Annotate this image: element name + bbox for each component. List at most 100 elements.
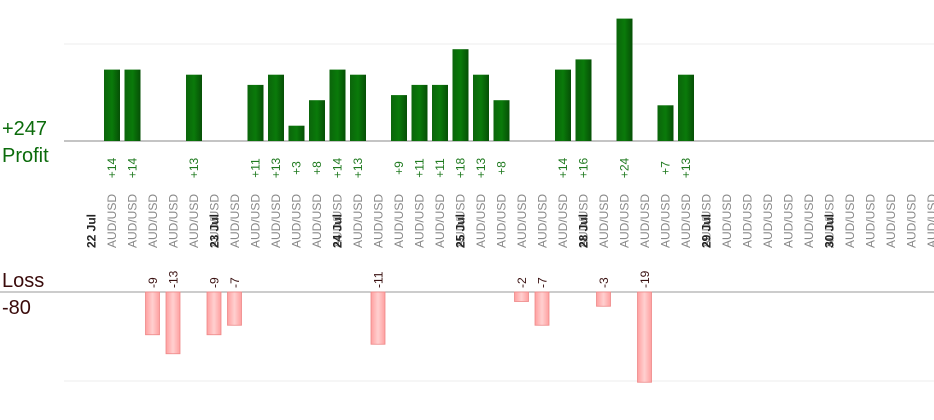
- day-label: 30 Jul: [823, 214, 837, 248]
- profit-value-label: +8: [495, 161, 509, 175]
- profit-value-label: +13: [679, 157, 693, 178]
- profit-value-label: +14: [105, 157, 119, 178]
- profit-value-label: +8: [310, 161, 324, 175]
- profit-bar: [411, 84, 428, 141]
- profit-bar: [104, 69, 120, 141]
- category-tick-label: AUD/USD: [618, 194, 632, 248]
- profit-value-label: +9: [392, 161, 406, 175]
- profit-bar: [616, 18, 633, 142]
- loss-value-label: -7: [536, 277, 550, 288]
- category-tick-label: AUD/USD: [146, 194, 160, 248]
- category-tick-label: AUD/USD: [659, 194, 673, 248]
- category-tick-label: AUD/USD: [433, 194, 447, 248]
- loss-value-label: -2: [515, 277, 529, 288]
- profit-value-label: +11: [249, 158, 263, 178]
- loss-label: Loss: [2, 270, 45, 292]
- category-tick-label: AUD/USD: [782, 194, 796, 248]
- profit-bar: [350, 74, 366, 141]
- category-tick-label: AUD/USD: [392, 194, 406, 248]
- category-tick-label: AUD/USD: [126, 194, 140, 248]
- category-tick-label: AUD/USD: [167, 194, 181, 248]
- category-tick-label: AUD/USD: [269, 194, 283, 248]
- profit-value-label: +13: [187, 157, 201, 178]
- profit-bar: [186, 74, 202, 141]
- category-tick-label: AUD/USD: [802, 194, 816, 248]
- profit-bar: [678, 74, 694, 141]
- category-tick-label: AUD/USD: [638, 194, 652, 248]
- profit-value-label: +13: [269, 157, 283, 178]
- category-tick-label: AUD/USD: [474, 194, 488, 248]
- loss-value-label: -9: [208, 277, 222, 288]
- profit-bar: [288, 125, 305, 141]
- loss-value-label: -9: [146, 277, 160, 288]
- loss-value-label: -19: [638, 270, 652, 288]
- loss-bar: [596, 291, 611, 307]
- labels-layer: AUD/USD AUD/USD AUD/USD AUD/USD AUD/USD AUD/U…: [85, 157, 934, 288]
- profit-value-label: +16: [577, 157, 591, 178]
- loss-value-label: -7: [228, 277, 242, 288]
- loss-bar: [206, 291, 222, 336]
- bars-layer: [104, 18, 694, 383]
- day-label: 28 Jul: [577, 214, 591, 248]
- profit-value-label: +24: [618, 157, 632, 178]
- loss-value-label: -3: [597, 277, 611, 288]
- loss-bar: [637, 291, 652, 383]
- category-tick-label: AUD/USD: [515, 194, 529, 248]
- category-tick-label: AUD/USD: [351, 194, 365, 248]
- category-tick-label: AUD/USD: [290, 194, 304, 248]
- profit-bar: [473, 74, 489, 141]
- loss-bar: [370, 291, 386, 345]
- category-tick-label: AUD/USD: [331, 194, 345, 248]
- profit-value-label: +13: [474, 157, 488, 178]
- profit-bar: [268, 74, 284, 141]
- profit-bar: [555, 69, 571, 141]
- day-label: 29 Jul: [700, 214, 714, 248]
- category-tick-label: AUD/USD: [679, 194, 693, 248]
- profit-bar: [432, 84, 448, 141]
- category-tick-label: AUD/USD: [372, 194, 386, 248]
- loss-bar: [534, 291, 550, 326]
- day-label: 24 Jul: [331, 214, 345, 248]
- profit-bar: [124, 69, 141, 141]
- category-tick-label: AUD/USD: [249, 194, 263, 248]
- profit-value-label: +3: [290, 161, 304, 175]
- profit-value-label: +7: [659, 161, 673, 175]
- category-tick-label: AUD/USD: [823, 194, 837, 248]
- profit-bar: [657, 105, 674, 141]
- loss-total: -80: [2, 297, 31, 319]
- profit-bar: [493, 100, 510, 141]
- profit-value-label: +14: [126, 157, 140, 178]
- day-label: 23 Jul: [208, 214, 222, 248]
- profit-total: +247: [2, 118, 48, 140]
- profit-bar: [329, 69, 346, 141]
- category-tick-label: AUD/USD: [454, 194, 468, 248]
- profit-value-label: +11: [413, 158, 427, 178]
- category-tick-label: AUD/USD: [208, 194, 222, 248]
- profit-label: Profit: [2, 145, 49, 167]
- profit-value-label: +13: [351, 157, 365, 178]
- category-tick-label: AUD/USD: [577, 194, 591, 248]
- profit-bar: [309, 100, 325, 141]
- loss-bar: [165, 291, 181, 355]
- loss-bar: [145, 291, 160, 336]
- category-tick-label: AUD/USD: [741, 194, 755, 248]
- profit-bar: [575, 59, 592, 141]
- category-tick-label: AUD/USD: [536, 194, 550, 248]
- category-tick-label: AUD/USD: [597, 194, 611, 248]
- category-tick-label: AUD/USD: [720, 194, 734, 248]
- profit-bar: [247, 84, 264, 141]
- profit-value-label: +11: [433, 158, 447, 178]
- category-tick-label: AUD/USD: [700, 194, 714, 248]
- category-tick-label: AUD/USD: [761, 194, 775, 248]
- profit-value-label: +18: [454, 157, 468, 178]
- category-tick-label: AUD/USD: [905, 194, 919, 248]
- category-tick-label: AUD/USD: [925, 194, 934, 248]
- category-tick-label: AUD/USD: [556, 194, 570, 248]
- loss-bar: [227, 291, 242, 326]
- profit-bar: [391, 95, 407, 141]
- category-tick-label: AUD/USD: [105, 194, 119, 248]
- day-label: 22 Jul: [85, 214, 99, 248]
- day-label: 25 Jul: [454, 214, 468, 248]
- category-tick-label: AUD/USD: [495, 194, 509, 248]
